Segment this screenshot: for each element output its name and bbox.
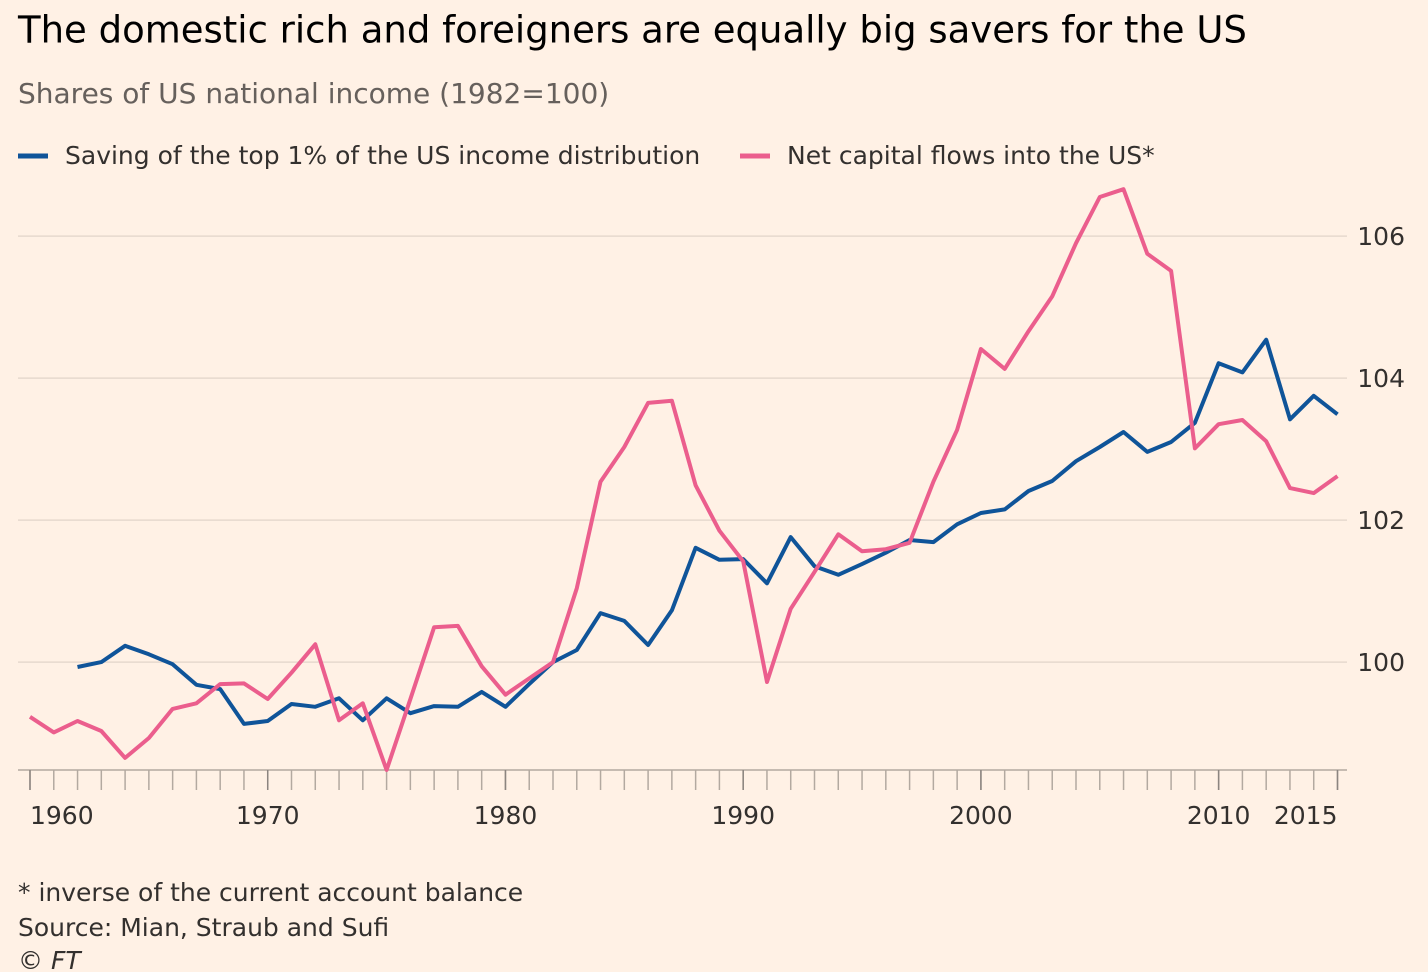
x-tick-label: 2015 <box>1274 801 1338 830</box>
x-tick-label: 1960 <box>30 801 94 830</box>
note: * inverse of the current account balance <box>18 878 523 907</box>
x-tick-label: 1970 <box>236 801 300 830</box>
chart-title: The domestic rich and foreigners are equ… <box>17 9 1247 52</box>
legend-label: Saving of the top 1% of the US income di… <box>65 141 700 170</box>
y-tick-label: 106 <box>1357 222 1405 251</box>
x-tick-label: 1980 <box>474 801 538 830</box>
y-tick-label: 104 <box>1357 364 1405 393</box>
line-series <box>28 187 1339 772</box>
line-series <box>77 337 1339 726</box>
copyright: © FT <box>18 946 82 972</box>
source: Source: Mian, Straub and Sufi <box>18 913 389 942</box>
chart-subtitle: Shares of US national income (1982=100) <box>18 77 609 110</box>
y-tick-label: 100 <box>1357 648 1405 677</box>
x-tick-label: 1990 <box>711 801 775 830</box>
x-tick-label: 2000 <box>949 801 1013 830</box>
y-tick-label: 102 <box>1357 506 1405 535</box>
legend-label: Net capital flows into the US* <box>787 141 1155 170</box>
x-tick-label: 2010 <box>1187 801 1251 830</box>
